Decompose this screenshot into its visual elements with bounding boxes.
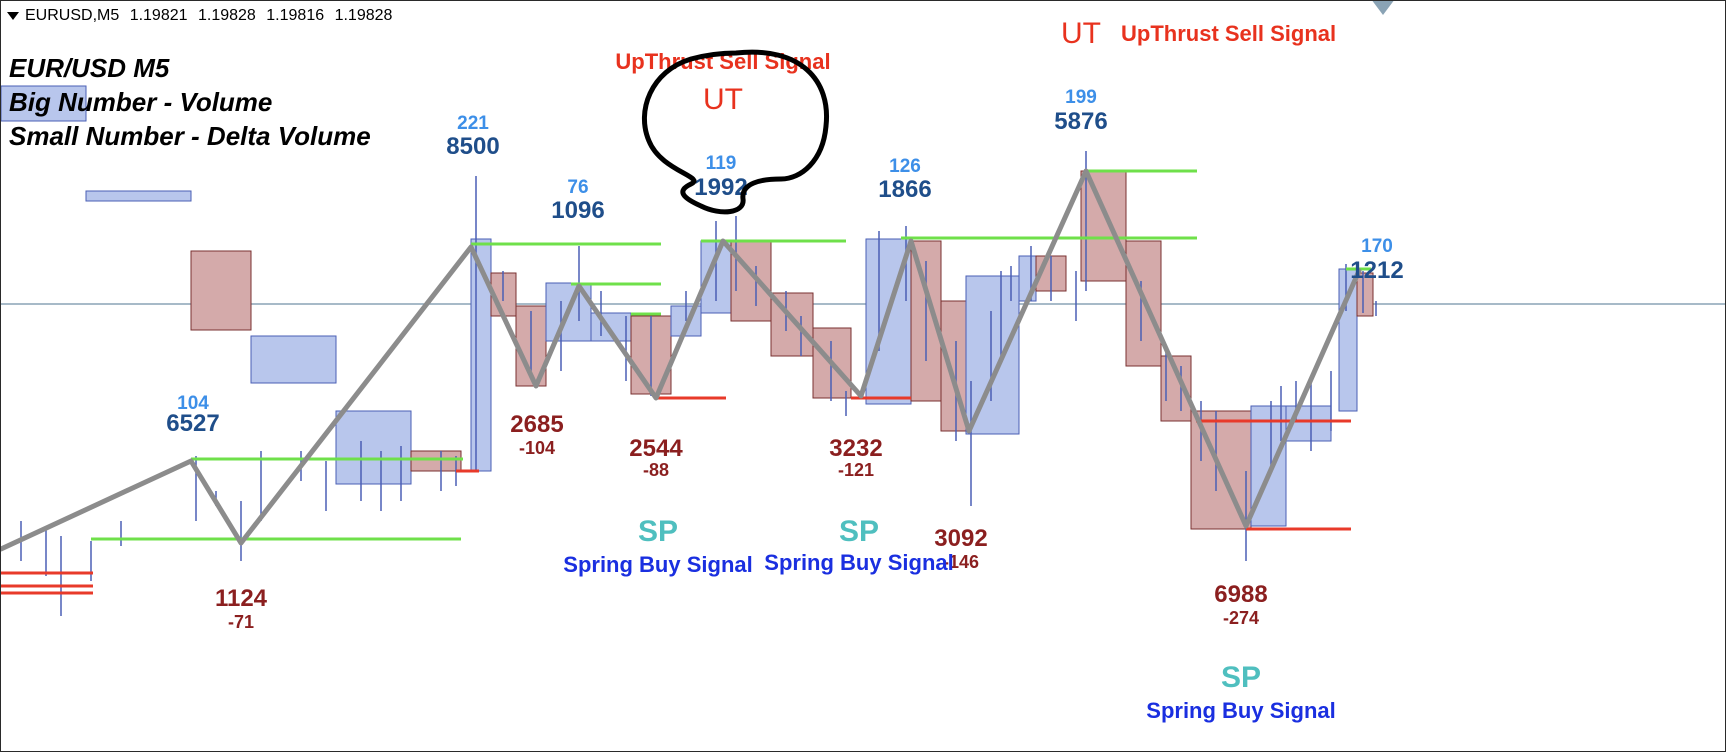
delta-volume-label: -146 (943, 552, 979, 572)
volume-label: 3232 (829, 435, 882, 462)
volume-label: 6527 (166, 410, 219, 437)
volume-box (410, 450, 462, 472)
delta-volume-label: 76 (567, 177, 588, 198)
ut-signal-marker: UT (703, 83, 743, 116)
volume-box (250, 335, 337, 384)
delta-volume-label: 126 (889, 156, 921, 177)
delta-volume-label: -274 (1223, 608, 1259, 628)
delta-volume-label: 119 (706, 153, 737, 174)
ut-signal-marker: UT (1061, 17, 1101, 50)
high-value: 1.19828 (197, 7, 256, 24)
spring-buy-signal-label: Spring Buy Signal (764, 550, 953, 575)
hand-drawn-circle-annotation (642, 49, 830, 215)
chart-header: EURUSD,M5 1.19821 1.19828 1.19816 1.1982… (7, 7, 398, 25)
chart-shift-marker[interactable] (1371, 1, 1395, 15)
open-value: 1.19821 (129, 7, 188, 24)
volume-box (190, 250, 252, 331)
volume-label: 1096 (551, 197, 604, 224)
chart-legend: EUR/USD M5 Big Number - Volume Small Num… (9, 51, 371, 153)
legend-delta-note: Small Number - Delta Volume (9, 121, 371, 151)
volume-label: 6988 (1214, 581, 1267, 608)
symbol-label: EURUSD,M5 (25, 7, 120, 24)
volume-label: 2544 (629, 435, 683, 462)
delta-volume-label: -121 (838, 460, 874, 480)
low-value: 1.19816 (266, 7, 325, 24)
delta-volume-label: 170 (1361, 236, 1393, 257)
volume-box (335, 410, 412, 485)
delta-volume-label: 104 (177, 393, 209, 414)
volume-label: 3092 (934, 525, 987, 552)
volume-box (1356, 272, 1374, 317)
spring-buy-signal-label: Spring Buy Signal (563, 552, 752, 577)
spring-buy-signal-label: Spring Buy Signal (1146, 698, 1335, 723)
legend-title: EUR/USD M5 (9, 53, 170, 83)
volume-box (1, 85, 87, 122)
delta-volume-label: 221 (457, 113, 489, 134)
volume-label: 1212 (1350, 257, 1403, 284)
delta-volume-label: -88 (643, 460, 669, 480)
volume-label: 5876 (1054, 108, 1107, 135)
chevron-down-icon[interactable] (7, 11, 19, 20)
sp-signal-marker: SP (1221, 661, 1261, 694)
delta-volume-label: -104 (519, 438, 555, 458)
volume-label: 2685 (510, 411, 563, 438)
volume-box (1080, 170, 1127, 282)
legend-volume-note: Big Number - Volume (9, 87, 273, 117)
volume-label: 1992 (694, 174, 747, 201)
delta-volume-label: 199 (1065, 87, 1097, 108)
sp-signal-marker: SP (638, 515, 678, 548)
volume-box (85, 190, 192, 202)
volume-label: 1124 (215, 585, 268, 612)
upthrust-sell-signal-label: UpThrust Sell Signal (1121, 21, 1336, 46)
volume-label: 8500 (446, 133, 499, 160)
sp-signal-marker: SP (839, 515, 879, 548)
zigzag-line (1, 168, 1362, 552)
volume-box (1018, 255, 1037, 302)
volume-box (965, 275, 1020, 435)
close-value: 1.19828 (334, 7, 393, 24)
delta-volume-label: -71 (228, 612, 254, 632)
volume-label: 1866 (878, 176, 931, 203)
